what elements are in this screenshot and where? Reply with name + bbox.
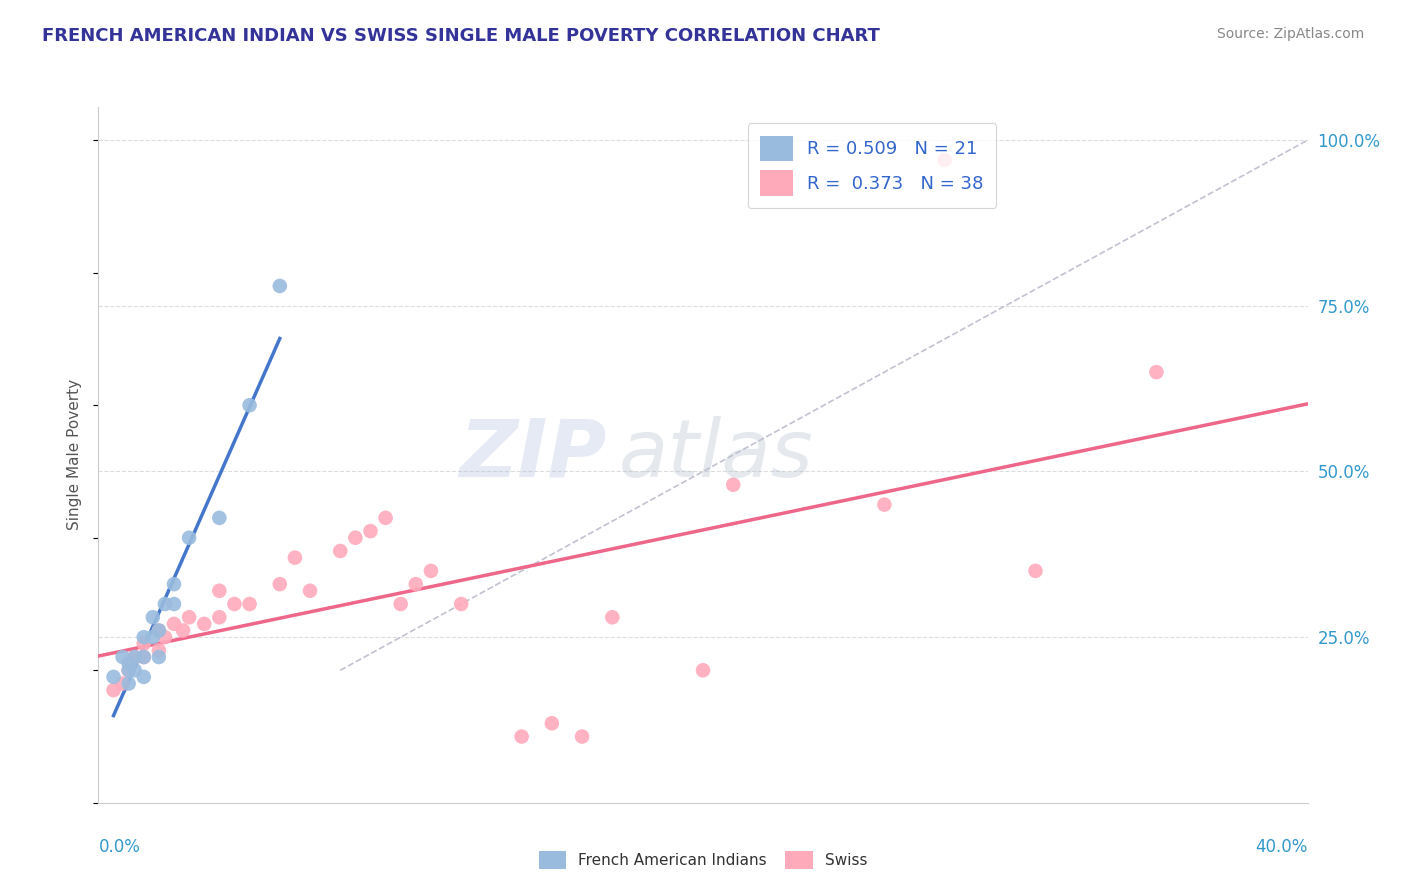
Point bbox=[172, 624, 194, 638]
Point bbox=[111, 676, 134, 690]
Point bbox=[142, 630, 165, 644]
Point bbox=[360, 524, 382, 538]
Point bbox=[299, 583, 322, 598]
Point bbox=[540, 716, 562, 731]
Point bbox=[284, 550, 307, 565]
Point bbox=[132, 637, 155, 651]
Point bbox=[329, 544, 352, 558]
Point bbox=[1144, 365, 1167, 379]
Text: 0.0%: 0.0% bbox=[98, 838, 141, 855]
Legend: R = 0.509   N = 21, R =  0.373   N = 38: R = 0.509 N = 21, R = 0.373 N = 38 bbox=[748, 123, 997, 209]
Text: Source: ZipAtlas.com: Source: ZipAtlas.com bbox=[1216, 27, 1364, 41]
Point bbox=[163, 616, 186, 631]
Point bbox=[132, 650, 155, 665]
Point bbox=[269, 577, 291, 591]
Point bbox=[224, 597, 246, 611]
Point bbox=[118, 663, 141, 677]
Point bbox=[239, 398, 262, 412]
Point bbox=[602, 610, 624, 624]
Text: 40.0%: 40.0% bbox=[1256, 838, 1308, 855]
Point bbox=[132, 630, 155, 644]
Point bbox=[153, 630, 176, 644]
Point bbox=[118, 663, 141, 677]
Point bbox=[723, 477, 745, 491]
Point bbox=[510, 730, 533, 744]
Point bbox=[124, 650, 146, 665]
Point bbox=[148, 624, 170, 638]
Point bbox=[118, 657, 141, 671]
Point bbox=[132, 650, 155, 665]
Point bbox=[103, 683, 125, 698]
Point bbox=[571, 730, 593, 744]
Point bbox=[124, 663, 146, 677]
Point bbox=[934, 153, 956, 167]
Point bbox=[208, 610, 231, 624]
Point bbox=[208, 511, 231, 525]
Point bbox=[344, 531, 367, 545]
Point bbox=[193, 616, 215, 631]
Point bbox=[389, 597, 412, 611]
Point bbox=[103, 670, 125, 684]
Point bbox=[153, 597, 176, 611]
Point bbox=[873, 498, 896, 512]
Text: atlas: atlas bbox=[619, 416, 813, 494]
Point bbox=[148, 624, 170, 638]
Point bbox=[239, 597, 262, 611]
Point bbox=[163, 577, 186, 591]
Legend: French American Indians, Swiss: French American Indians, Swiss bbox=[533, 845, 873, 875]
Point bbox=[269, 279, 291, 293]
Point bbox=[111, 650, 134, 665]
Y-axis label: Single Male Poverty: Single Male Poverty bbox=[67, 379, 83, 531]
Point bbox=[208, 583, 231, 598]
Point bbox=[374, 511, 396, 525]
Point bbox=[148, 650, 170, 665]
Point bbox=[148, 643, 170, 657]
Text: FRENCH AMERICAN INDIAN VS SWISS SINGLE MALE POVERTY CORRELATION CHART: FRENCH AMERICAN INDIAN VS SWISS SINGLE M… bbox=[42, 27, 880, 45]
Point bbox=[124, 650, 146, 665]
Point bbox=[179, 610, 201, 624]
Point bbox=[118, 676, 141, 690]
Point bbox=[1024, 564, 1046, 578]
Point bbox=[450, 597, 472, 611]
Point bbox=[132, 670, 155, 684]
Point bbox=[179, 531, 201, 545]
Point bbox=[692, 663, 714, 677]
Point bbox=[405, 577, 427, 591]
Point bbox=[163, 597, 186, 611]
Point bbox=[142, 610, 165, 624]
Point bbox=[420, 564, 443, 578]
Text: ZIP: ZIP bbox=[458, 416, 606, 494]
